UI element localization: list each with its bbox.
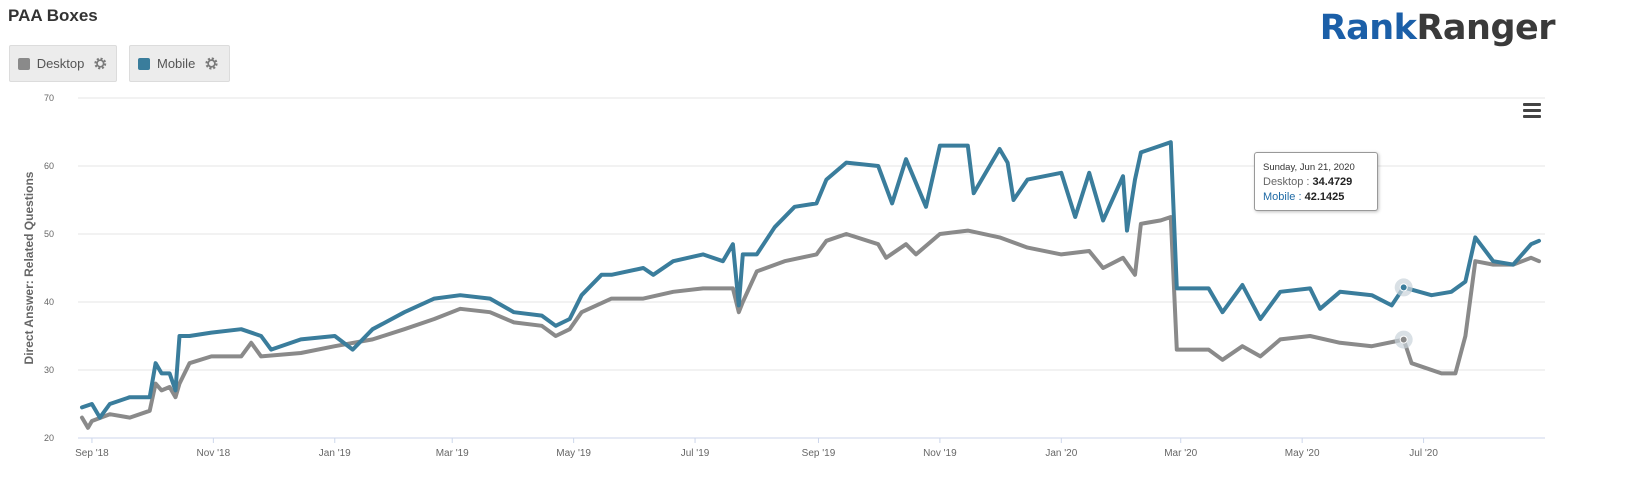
series-line-mobile[interactable] — [80, 140, 1541, 420]
desktop-swatch-icon — [18, 57, 30, 70]
y-tick-label: 60 — [44, 161, 54, 171]
x-tick-label: Jul '20 — [1409, 448, 1438, 459]
x-tick-label: Jul '19 — [681, 448, 710, 459]
hover-point-mobile — [1399, 283, 1408, 292]
y-tick-label: 40 — [44, 297, 54, 307]
series-layer — [80, 140, 1541, 430]
x-tick-label: Jan '19 — [319, 448, 351, 459]
y-axis-label: Direct Answer: Related Questions — [22, 171, 36, 364]
legend-toggle-mobile[interactable]: Mobile — [129, 45, 230, 82]
tooltip-desktop-value: 34.4729 — [1312, 176, 1353, 188]
x-tick-label: Jan '20 — [1045, 448, 1077, 459]
series-line-desktop[interactable] — [80, 215, 1541, 430]
y-tick-label: 50 — [44, 229, 54, 239]
hover-point-desktop — [1399, 335, 1408, 344]
hamburger-menu-icon[interactable] — [1523, 103, 1541, 121]
x-tick-label: Nov '18 — [197, 448, 231, 459]
legend-label-mobile: Mobile — [157, 56, 196, 71]
y-tick-label: 30 — [44, 365, 54, 375]
hover-markers — [1394, 278, 1413, 349]
gridlines — [78, 97, 1545, 371]
x-tick-label: Mar '20 — [1164, 448, 1197, 459]
x-tick-label: Sep '19 — [802, 448, 836, 459]
legend-toggle-desktop[interactable]: Desktop — [9, 45, 117, 82]
tooltip-mobile-value: 42.1425 — [1304, 191, 1345, 203]
x-axis-ticks: Sep '18 Nov '18 Jan '19 Mar '19 May '19 Jul '… — [75, 438, 1438, 459]
tooltip-date: Sunday, Jun 21, 2020 — [1263, 162, 1355, 173]
tooltip-desktop-row: Desktop : 34.4729 — [1263, 176, 1353, 188]
tooltip-mobile-row: Mobile : 42.1425 — [1263, 191, 1345, 203]
x-tick-label: Mar '19 — [436, 448, 469, 459]
x-tick-label: Nov '19 — [923, 448, 957, 459]
x-tick-label: May '20 — [1285, 448, 1320, 459]
gear-icon[interactable] — [93, 56, 108, 71]
mobile-swatch-icon — [138, 57, 150, 70]
x-tick-label: Sep '18 — [75, 448, 109, 459]
gear-icon[interactable] — [204, 56, 219, 71]
tooltip-mobile-label: Mobile — [1263, 191, 1296, 203]
chart-title: PAA Boxes — [8, 6, 98, 25]
rank-ranger-logo: RankRanger — [1319, 8, 1556, 48]
chart-tooltip: Sunday, Jun 21, 2020 Desktop : 34.4729 M… — [1254, 152, 1378, 211]
legend-label-desktop: Desktop — [36, 56, 85, 71]
y-axis-ticks: 20 30 40 50 60 70 — [44, 93, 54, 443]
logo-part-ranger: Ranger — [1416, 8, 1555, 48]
x-tick-label: May '19 — [556, 448, 591, 459]
y-tick-label: 20 — [44, 433, 54, 443]
logo-part-rank: Rank — [1319, 8, 1417, 48]
y-tick-label: 70 — [44, 93, 54, 103]
tooltip-desktop-label: Desktop — [1263, 176, 1304, 188]
